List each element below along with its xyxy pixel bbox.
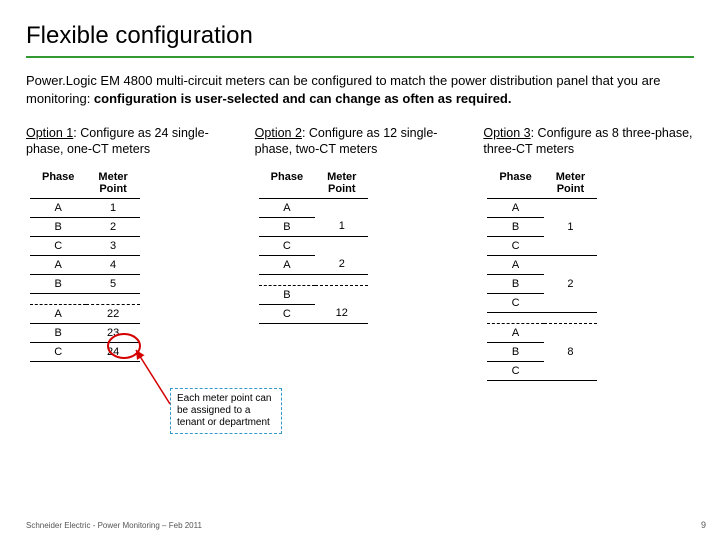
page-title: Flexible configuration [26,22,694,50]
cell-phase: A [30,255,86,274]
cell-phase: A [487,323,543,342]
cell-phase: C [30,236,86,255]
cell-phase: A [259,255,315,274]
cell-phase: A [30,198,86,217]
option-1-title: Option 1: Configure as 24 single-phase, … [26,125,237,158]
cell-phase: B [487,274,543,293]
option-3-title: Option 3: Configure as 8 three-phase, th… [483,125,694,158]
cell-meter: 8 [544,342,597,361]
table-row: B [259,285,369,304]
table-row: A22 [30,304,140,323]
cell-meter [544,293,597,312]
table-row [30,293,140,304]
table-row: B23 [30,323,140,342]
cell-meter: 23 [86,323,139,342]
cell-meter: 1 [86,198,139,217]
cell-meter: 22 [86,304,139,323]
col-phase: Phase [487,168,543,199]
cell-phase: B [487,217,543,236]
cell-meter: 3 [86,236,139,255]
cell-meter [544,198,597,217]
title-rule [26,56,694,58]
table-row: C [487,236,597,255]
cell-phase: B [259,285,315,304]
table-row: C12 [259,304,369,323]
cell-phase: B [30,323,86,342]
table-row: B5 [30,274,140,293]
option-2: Option 2: Configure as 12 single-phase, … [255,125,466,381]
table-row: B2 [487,274,597,293]
table-row: A [259,198,369,217]
cell-meter [544,236,597,255]
col-meter-point: MeterPoint [86,168,139,199]
table-row [259,274,369,285]
cell-phase: C [30,342,86,361]
cell-meter [315,198,368,217]
option-3-table: PhaseMeterPointAB1CAB2C AB8C [487,168,597,381]
callout-box: Each meter point can be assigned to a te… [170,388,282,434]
cell-phase: C [487,293,543,312]
cell-phase: A [487,255,543,274]
col-meter-point: MeterPoint [315,168,368,199]
table-row: C24 [30,342,140,361]
table-row: B1 [487,217,597,236]
cell-phase: C [259,236,315,255]
cell-meter [315,236,368,255]
cell-meter: 12 [315,304,368,323]
cell-meter: 2 [86,217,139,236]
cell-phase: C [487,361,543,380]
option-3: Option 3: Configure as 8 three-phase, th… [483,125,694,381]
option-1-table: PhaseMeterPointA1B2C3A4B5 A22B23C24 [30,168,140,362]
cell-meter: 2 [544,274,597,293]
option-2-table: PhaseMeterPointAB1CA2 BC12 [259,168,369,324]
cell-meter: 5 [86,274,139,293]
col-meter-point: MeterPoint [544,168,597,199]
table-row: A [487,198,597,217]
table-row [487,312,597,323]
intro-bold: configuration is user-selected and can c… [94,91,512,106]
cell-meter [315,285,368,304]
cell-phase: B [30,217,86,236]
option-1: Option 1: Configure as 24 single-phase, … [26,125,237,381]
col-phase: Phase [30,168,86,199]
options-row: Option 1: Configure as 24 single-phase, … [26,125,694,381]
table-row: B1 [259,217,369,236]
cell-meter [544,361,597,380]
cell-phase: B [259,217,315,236]
table-row: B2 [30,217,140,236]
table-row: A [487,323,597,342]
table-row: C [487,293,597,312]
cell-phase: B [30,274,86,293]
cell-meter: 24 [86,342,139,361]
table-row: B8 [487,342,597,361]
cell-meter: 1 [315,217,368,236]
footer-text: Schneider Electric - Power Monitoring – … [26,521,202,530]
cell-meter: 4 [86,255,139,274]
cell-meter: 2 [315,255,368,274]
cell-phase: C [259,304,315,323]
table-row: C [259,236,369,255]
cell-phase: B [487,342,543,361]
cell-phase: C [487,236,543,255]
cell-meter: 1 [544,217,597,236]
cell-phase: A [30,304,86,323]
table-row: A [487,255,597,274]
table-row: C3 [30,236,140,255]
cell-meter [544,323,597,342]
col-phase: Phase [259,168,315,199]
option-2-title: Option 2: Configure as 12 single-phase, … [255,125,466,158]
cell-phase: A [259,198,315,217]
table-row: C [487,361,597,380]
intro-paragraph: Power.Logic EM 4800 multi-circuit meters… [26,72,694,107]
cell-meter [544,255,597,274]
table-row: A4 [30,255,140,274]
cell-phase: A [487,198,543,217]
table-row: A1 [30,198,140,217]
table-row: A2 [259,255,369,274]
page-number: 9 [701,520,706,530]
